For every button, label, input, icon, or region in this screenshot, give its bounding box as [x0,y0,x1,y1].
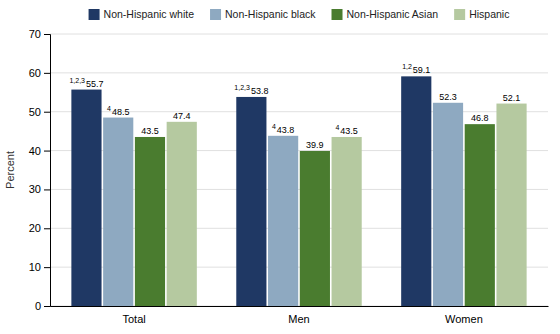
data-label-superscript: 4 [335,124,339,131]
y-tick: 20 [29,222,50,234]
bar [103,118,133,306]
data-label: 47.4 [173,111,191,121]
y-tick-label: 40 [29,145,41,157]
bar [465,124,495,306]
grid-line [50,72,548,73]
bar [433,103,463,306]
data-label-superscript: 4 [272,123,276,130]
bar [300,151,330,306]
legend-swatch [89,9,100,20]
legend-item: Non-Hispanic white [89,8,195,20]
y-tick-mark [44,34,50,35]
legend-item: Non-Hispanic Asian [332,8,439,20]
bar [268,136,298,306]
data-label: 52.1 [503,93,521,103]
legend-swatch [210,9,221,20]
data-label-superscript: 1,2,3 [69,77,85,84]
legend-swatch [454,9,465,20]
y-tick: 50 [29,106,50,118]
grid-line [50,34,548,35]
y-tick-label: 70 [29,28,41,40]
legend-item: Non-Hispanic black [210,8,316,20]
legend-label: Non-Hispanic black [225,8,316,20]
data-label-superscript: 1,2,3 [234,84,250,91]
legend-label: Non-Hispanic white [104,8,195,20]
data-labels: 55.71,2,353.81,2,359.11,248.5443.8452.34… [69,63,520,150]
y-tick-label: 20 [29,222,41,234]
bar [496,104,526,306]
bar [167,122,197,306]
y-tick-mark [44,112,50,113]
legend-label: Hispanic [469,8,509,20]
y-tick-mark [44,189,50,190]
bar [135,137,165,306]
y-tick-mark [44,228,50,229]
bar [71,90,101,306]
y-tick-mark [44,151,50,152]
x-tick-label: Women [445,313,483,325]
data-label: 43.5 [141,126,159,136]
y-tick-label: 60 [29,67,41,79]
y-tick: 40 [29,145,50,157]
data-label-superscript: 1,2 [402,63,412,70]
data-label: 55.7 [86,79,104,89]
data-label-superscript: 4 [107,105,111,112]
y-axis-title: Percent [4,151,16,189]
y-axis-line [44,35,51,307]
x-tick: Women [445,313,483,325]
y-tick-mark [44,73,50,74]
data-label: 39.9 [306,140,324,150]
y-tick: 30 [29,183,50,195]
x-axis-line [51,306,549,307]
grid [50,34,548,306]
y-tick-label: 30 [29,183,41,195]
y-tick: 0 [35,300,50,312]
legend-swatch [332,9,343,20]
legend-item: Hispanic [454,8,509,20]
bar [332,137,362,306]
y-tick-label: 50 [29,106,41,118]
plot: 010203040506070TotalMenWomen55.71,2,353.… [29,28,549,325]
x-tick: Men [288,313,309,325]
data-label: 43.8 [277,125,295,135]
y-tick: 10 [29,261,50,273]
y-tick-label: 10 [29,261,41,273]
legend-label: Non-Hispanic Asian [347,8,439,20]
data-label: 59.1 [413,65,431,75]
bar [401,76,431,306]
legend: Non-Hispanic white Non-Hispanic black Non-… [89,8,510,20]
data-label: 48.5 [112,107,130,117]
x-tick: Total [122,313,145,325]
y-tick-label: 0 [35,300,41,312]
bars [71,76,526,306]
bar [236,97,266,306]
y-tick: 60 [29,67,50,79]
data-label: 43.5 [340,126,358,136]
data-label: 46.8 [471,113,489,123]
y-axis: 0 10 20 30 40 50 60 70 [29,28,51,312]
x-axis: Total Men Women [51,307,549,325]
y-tick-mark [44,267,50,268]
chart: 010203040506070TotalMenWomen55.71,2,353.… [0,0,560,334]
data-label: 52.3 [439,92,457,102]
y-tick: 70 [29,28,50,40]
y-tick-mark [44,306,50,307]
x-tick-label: Men [288,313,309,325]
data-label: 53.8 [251,86,269,96]
x-tick-label: Total [122,313,145,325]
